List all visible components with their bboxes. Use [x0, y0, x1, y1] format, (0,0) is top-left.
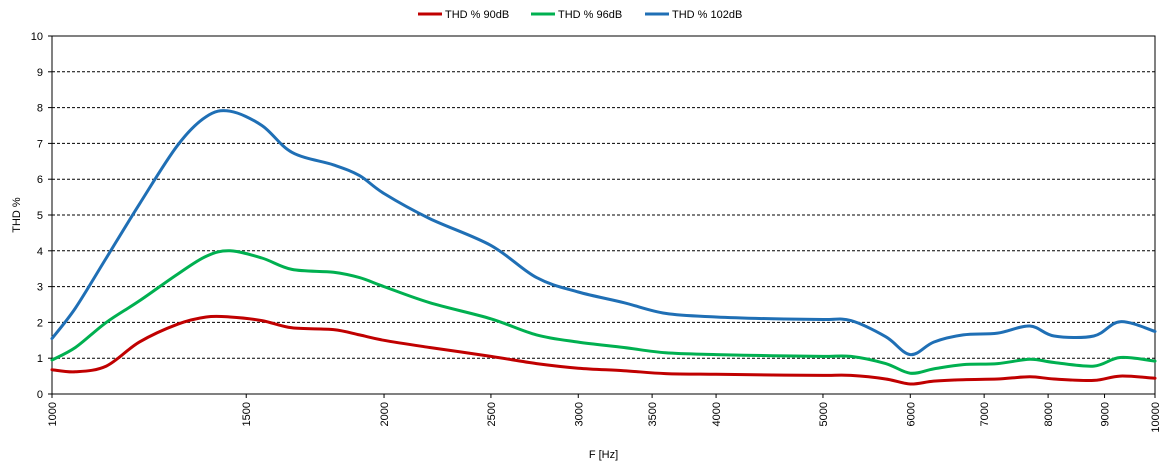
legend-label: THD % 102dB	[672, 9, 742, 21]
y-tick-label: 6	[37, 174, 43, 186]
series-layer	[50, 109, 1157, 386]
legend: THD % 90dB THD % 96dB THD % 102dB	[418, 9, 742, 21]
x-tick-label: 9000	[1100, 402, 1112, 426]
x-tick-label: 6000	[905, 402, 917, 426]
legend-label: THD % 96dB	[558, 9, 622, 21]
series-line-96db	[50, 249, 1157, 375]
y-tick-label: 5	[37, 210, 43, 222]
series-line-102db	[50, 109, 1157, 357]
x-tick-label: 3500	[647, 402, 659, 426]
x-tick-label: 10000	[1150, 402, 1162, 433]
y-tick-label: 3	[37, 282, 43, 294]
y-tick-label: 2	[37, 317, 43, 329]
x-tick-label: 1000	[47, 402, 59, 426]
series-line-90db	[50, 314, 1157, 386]
y-tick-label: 1	[37, 353, 43, 365]
x-tick-label: 5000	[818, 402, 830, 426]
x-tick-label: 2000	[379, 402, 391, 426]
y-tick-label: 9	[37, 67, 43, 79]
x-axis-title: F [Hz]	[589, 449, 618, 461]
x-tick-label: 4000	[711, 402, 723, 426]
y-tick-label: 7	[37, 138, 43, 150]
y-tick-label: 8	[37, 103, 43, 115]
x-tick-label: 8000	[1043, 402, 1055, 426]
x-tick-label: 7000	[979, 402, 991, 426]
x-tick-label: 2500	[486, 402, 498, 426]
y-tick-label: 4	[37, 246, 43, 258]
x-tick-label: 3000	[573, 402, 585, 426]
y-axis-ticks: 0 1 2 3 4 5 6 7 8 9 10	[31, 31, 52, 401]
legend-label: THD % 90dB	[445, 9, 509, 21]
grid-lines	[52, 71, 1155, 359]
x-tick-label: 1500	[241, 402, 253, 426]
x-axis-ticks: 1000 1500 2000 2500 3000 3500 4000 5000 6000 7000…	[47, 394, 1162, 433]
y-tick-label: 10	[31, 31, 43, 43]
y-axis-title: THD %	[11, 197, 23, 233]
y-tick-label: 0	[37, 389, 43, 401]
